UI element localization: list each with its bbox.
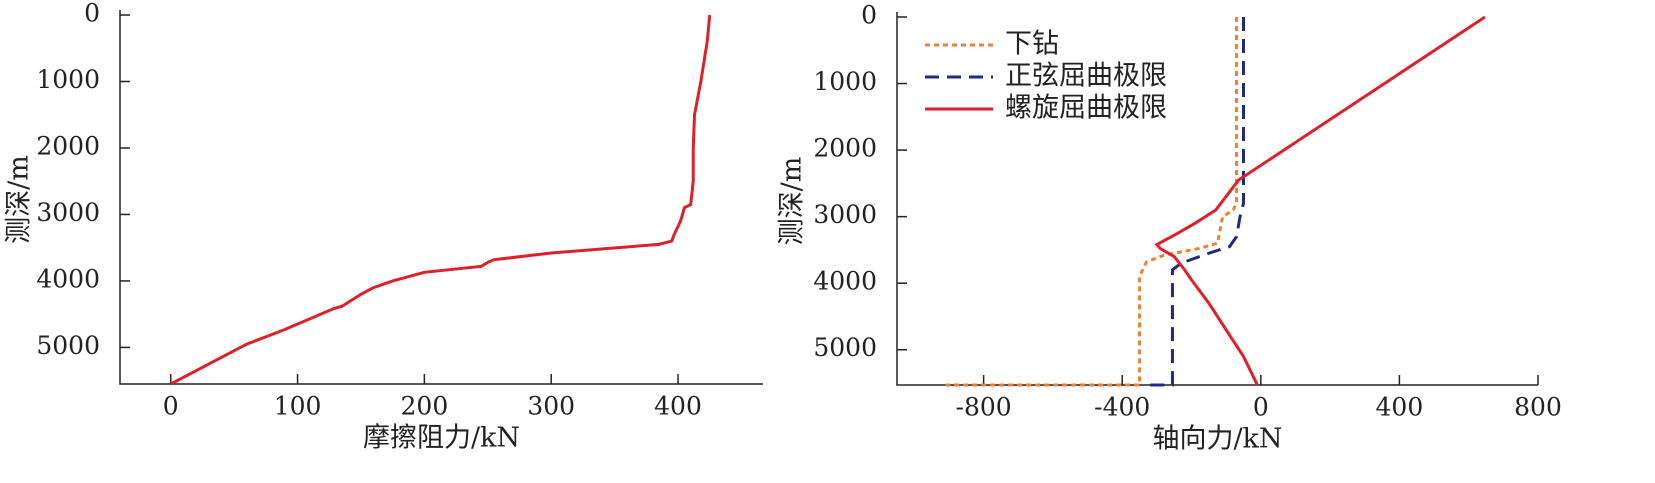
y-tick-label: 5000 [36,331,100,360]
x-tick-label: -800 [956,393,1012,422]
axis-line [119,10,763,385]
y-tick-label: 1000 [813,67,877,96]
x-tick-label: 400 [654,392,702,421]
x-axis-label: 摩擦阻力/kN [363,423,520,454]
y-axis-label: 测深/m [777,157,808,246]
x-tick-label: 300 [527,392,575,421]
x-tick-label: 100 [274,392,322,421]
y-tick-label: 2000 [36,131,100,160]
legend-label: 下钻 [1005,29,1059,60]
data-line [1143,17,1245,387]
data-line [170,14,712,386]
y-tick-label: 4000 [813,267,877,296]
legend-label: 正弦屈曲极限 [1005,61,1167,92]
axis-line [896,12,1538,386]
x-tick-label: 400 [1376,393,1424,422]
y-tick-label: 1000 [36,65,100,94]
x-tick-label: 200 [401,392,449,421]
x-tick-label: -400 [1094,393,1150,422]
data-line [945,17,1239,387]
y-tick-label: 3000 [36,198,100,227]
legend-label: 螺旋屈曲极限 [1005,93,1167,124]
x-axis-label: 轴向力/kN [1152,424,1282,455]
y-tick-label: 2000 [813,134,877,163]
y-tick-label: 0 [861,1,877,30]
x-tick-label: 0 [1253,393,1269,422]
x-tick-label: 0 [163,392,179,421]
y-tick-label: 4000 [36,264,100,293]
x-tick-label: 800 [1514,393,1562,422]
data-line [1154,15,1486,386]
y-tick-label: 0 [84,0,100,28]
y-axis-label: 测深/m [4,155,35,244]
y-tick-label: 3000 [813,200,877,229]
y-tick-label: 5000 [813,333,877,362]
